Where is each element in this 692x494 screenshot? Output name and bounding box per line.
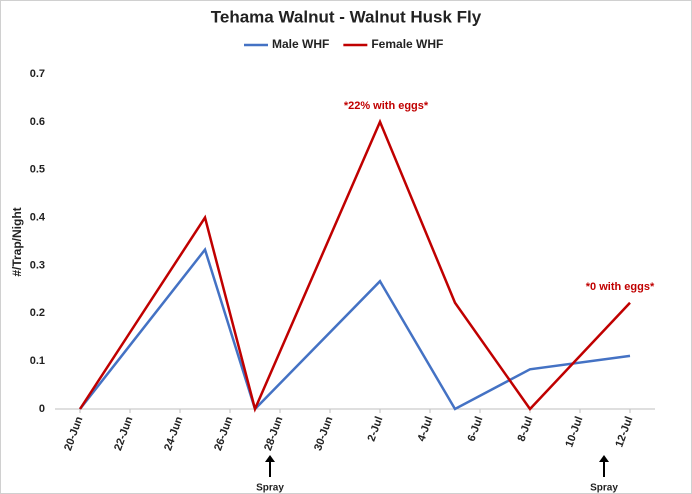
y-tick-label: 0.3 <box>30 259 45 271</box>
arrow-head <box>599 455 609 462</box>
annotation: *22% with eggs* <box>344 100 429 112</box>
y-tick-label: 0.4 <box>30 211 46 223</box>
legend-label: Female WHF <box>371 37 443 51</box>
y-tick-label: 0.5 <box>30 164 45 176</box>
series-line <box>78 118 631 413</box>
spray-label: Spray <box>256 483 284 494</box>
legend-label: Male WHF <box>272 37 329 51</box>
chart-title: Tehama Walnut - Walnut Husk Fly <box>211 7 482 26</box>
spray-arrows <box>265 455 609 477</box>
y-axis-label: #/Trap/Night <box>10 207 24 276</box>
annotation: *0 with eggs* <box>586 281 655 293</box>
arrow-head <box>265 455 275 462</box>
y-tick-label: 0.6 <box>30 116 45 128</box>
y-tick-label: 0.7 <box>30 68 45 80</box>
y-tick-label: 0 <box>39 403 45 415</box>
y-tick-label: 0.2 <box>30 307 45 319</box>
y-tick-label: 0.1 <box>30 355 45 367</box>
spray-label: Spray <box>590 483 618 494</box>
series-line <box>79 246 631 412</box>
